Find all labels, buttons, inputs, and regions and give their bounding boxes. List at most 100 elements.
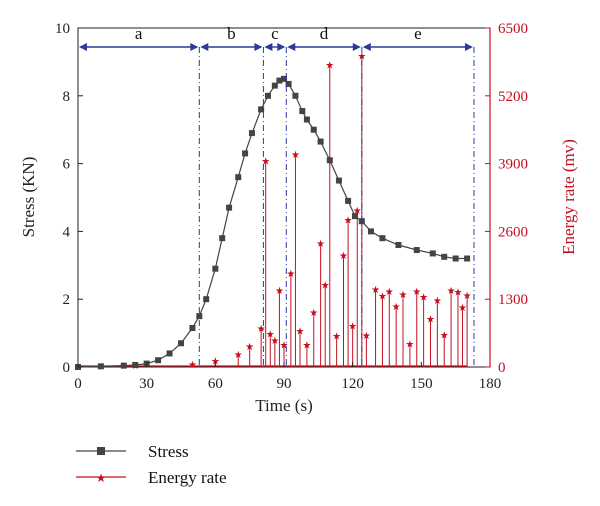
y2-tick-label: 3900	[498, 157, 528, 173]
stress-point	[395, 241, 402, 248]
energy-rate-point: ★	[321, 281, 330, 292]
energy-rate-point: ★	[296, 326, 305, 337]
phase-annotations: a b c d e	[79, 24, 475, 367]
energy-rate-point: ★	[412, 287, 421, 298]
x-tick-label: 30	[139, 376, 154, 392]
stress-point	[351, 213, 358, 220]
energy-rate-point: ★	[348, 321, 357, 332]
energy-rate-point: ★	[291, 150, 300, 161]
legend-label-energy-rate: Energy rate	[148, 468, 227, 487]
energy-rate-point: ★	[458, 303, 467, 314]
phase-label: b	[227, 24, 236, 43]
phase-arrowhead-right	[352, 43, 361, 51]
stress-point	[235, 174, 242, 181]
energy-rate-point: ★	[453, 287, 462, 298]
phase-arrowhead-right	[277, 43, 286, 51]
phase-arrowhead-right	[254, 43, 263, 51]
stress-point	[242, 150, 249, 157]
phase-arrowhead-left	[264, 43, 273, 51]
stress-point	[281, 75, 287, 82]
stress-point	[189, 325, 196, 332]
stress-line	[77, 78, 468, 368]
y2-tick-label: 2600	[498, 224, 528, 240]
axes: 0 30 60 90 120 150 180024681001300260039005200…	[55, 21, 528, 392]
legend-item-stress: Stress	[76, 442, 189, 461]
energy-rate-point: ★	[362, 331, 371, 342]
phase-label: a	[135, 24, 143, 43]
energy-rate-point: ★	[325, 61, 334, 72]
stress-point	[248, 130, 255, 137]
stress-point	[452, 255, 459, 262]
energy-rate-point: ★	[344, 215, 353, 226]
y-tick-label: 0	[63, 360, 71, 376]
y-axis-title: Stress (KN)	[19, 157, 38, 238]
stress-point	[276, 77, 283, 84]
energy-rate-point: ★	[463, 291, 472, 302]
energy-rate-point: ★	[440, 331, 449, 342]
stress-point	[264, 92, 271, 99]
legend-label-stress: Stress	[148, 442, 189, 461]
energy-rate-point: ★	[399, 290, 408, 301]
stress-point	[367, 228, 374, 235]
stress-point	[326, 157, 333, 164]
stress-point	[464, 255, 471, 262]
stress-series	[75, 75, 471, 370]
energy-rate-point: ★	[309, 308, 318, 319]
phase-arrowhead-left	[79, 43, 87, 51]
stress-point	[178, 340, 184, 347]
stress-point	[155, 357, 162, 364]
stress-point	[335, 177, 342, 184]
energy-rate-point: ★	[419, 293, 428, 304]
energy-rate-point: ★	[371, 285, 380, 296]
energy-rate-series: ★ ★★★★★★★★★★★★★★★★★★★★★★★★★★★★★★★★★★★★★★★…	[78, 52, 472, 372]
stress-point	[429, 250, 436, 257]
stress-point	[166, 350, 173, 357]
phase-arrowhead-right	[190, 43, 199, 51]
energy-rate-point: ★	[405, 340, 414, 351]
stress-point	[219, 235, 226, 242]
energy-rate-point: ★	[280, 341, 289, 352]
x-tick-label: 90	[277, 376, 292, 392]
energy-rate-point: ★	[257, 324, 266, 335]
stress-point	[292, 92, 299, 99]
y-tick-label: 8	[63, 89, 71, 105]
y-tick-label: 4	[63, 224, 71, 240]
energy-rate-point: ★	[392, 302, 401, 313]
energy-rate-point: ★	[286, 269, 295, 280]
y2-tick-label: 5200	[498, 89, 528, 105]
energy-rate-point: ★	[378, 292, 387, 303]
stress-point	[413, 247, 420, 254]
stress-point	[345, 197, 352, 204]
stress-point	[317, 138, 324, 145]
y-tick-label: 10	[55, 21, 70, 37]
stress-point	[285, 80, 292, 87]
energy-rate-point: ★	[188, 360, 197, 371]
x-tick-label: 0	[74, 376, 82, 392]
x-axis-title: Time (s)	[255, 396, 312, 415]
phase-label: c	[271, 24, 279, 43]
energy-rate-point: ★	[275, 286, 284, 297]
energy-rate-point: ★	[385, 287, 394, 298]
stress-point	[132, 361, 139, 368]
energy-rate-point: ★	[316, 239, 325, 250]
energy-rate-point: ★	[357, 52, 366, 63]
energy-rate-point: ★	[245, 342, 254, 353]
x-tick-label: 150	[410, 376, 433, 392]
energy-rate-point: ★	[426, 314, 435, 325]
x-tick-label: 120	[341, 376, 364, 392]
stress-point	[441, 253, 448, 260]
energy-rate-point: ★	[353, 206, 362, 217]
y2-axis-title: Energy rate (mv)	[559, 139, 578, 255]
energy-rate-point: ★	[302, 341, 311, 352]
y2-tick-label: 0	[498, 360, 506, 376]
energy-rate-point: ★	[447, 286, 456, 297]
y2-tick-label: 6500	[498, 21, 528, 37]
stress-point	[97, 363, 104, 370]
stress-point	[271, 82, 278, 89]
stress-point	[379, 235, 386, 242]
svg-text:★: ★	[96, 471, 107, 485]
x-tick-label: 60	[208, 376, 223, 392]
y-tick-label: 2	[63, 292, 71, 308]
y2-tick-label: 1300	[498, 292, 528, 308]
